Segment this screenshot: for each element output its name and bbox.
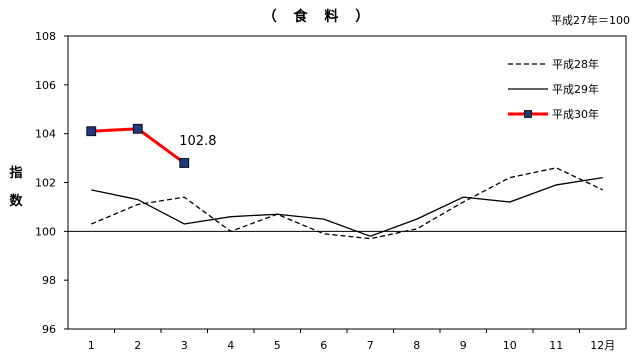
x-tick-label: 8: [413, 339, 420, 352]
data-label: 102.8: [179, 134, 216, 149]
legend-label: 平成30年: [552, 107, 599, 121]
series-line-1: [90, 167, 604, 240]
x-tick-label: 11: [549, 339, 563, 352]
y-tick-label: 104: [35, 128, 56, 141]
series-line-2: [91, 176, 603, 237]
data-point-marker: [132, 123, 143, 134]
y-axis-label: 指 数: [8, 160, 24, 216]
base-year-note: 平成27年＝100: [551, 14, 630, 27]
y-tick-label: 98: [42, 274, 56, 287]
chart-title: （ 食 料 ）: [262, 9, 376, 25]
x-tick-label: 3: [181, 339, 188, 352]
x-tick-label: 6: [320, 339, 327, 352]
legend-marker: [524, 110, 532, 118]
x-tick-label: 12月: [590, 339, 615, 352]
y-axis-label-char: 数: [9, 194, 23, 209]
y-tick-label: 106: [35, 79, 56, 92]
data-point-marker: [179, 158, 190, 168]
y-tick-label: 100: [35, 225, 56, 238]
x-tick-label: 5: [274, 339, 281, 352]
x-tick-label: 9: [460, 339, 467, 352]
x-tick-label: 1: [88, 339, 95, 352]
y-tick-label: 108: [35, 30, 56, 43]
x-tick-label: 7: [367, 339, 374, 352]
x-tick-label: 2: [134, 339, 141, 352]
x-tick-label: 10: [503, 339, 517, 352]
x-tick-label: 4: [227, 339, 234, 352]
legend-label: 平成29年: [552, 82, 599, 96]
legend-label: 平成28年: [552, 57, 599, 71]
y-tick-label: 96: [42, 323, 56, 336]
y-tick-label: 102: [35, 177, 56, 190]
y-axis-label-char: 指: [9, 166, 23, 181]
data-point-marker: [86, 126, 97, 137]
plot-frame: [67, 35, 627, 330]
series-line-3: [91, 127, 186, 165]
